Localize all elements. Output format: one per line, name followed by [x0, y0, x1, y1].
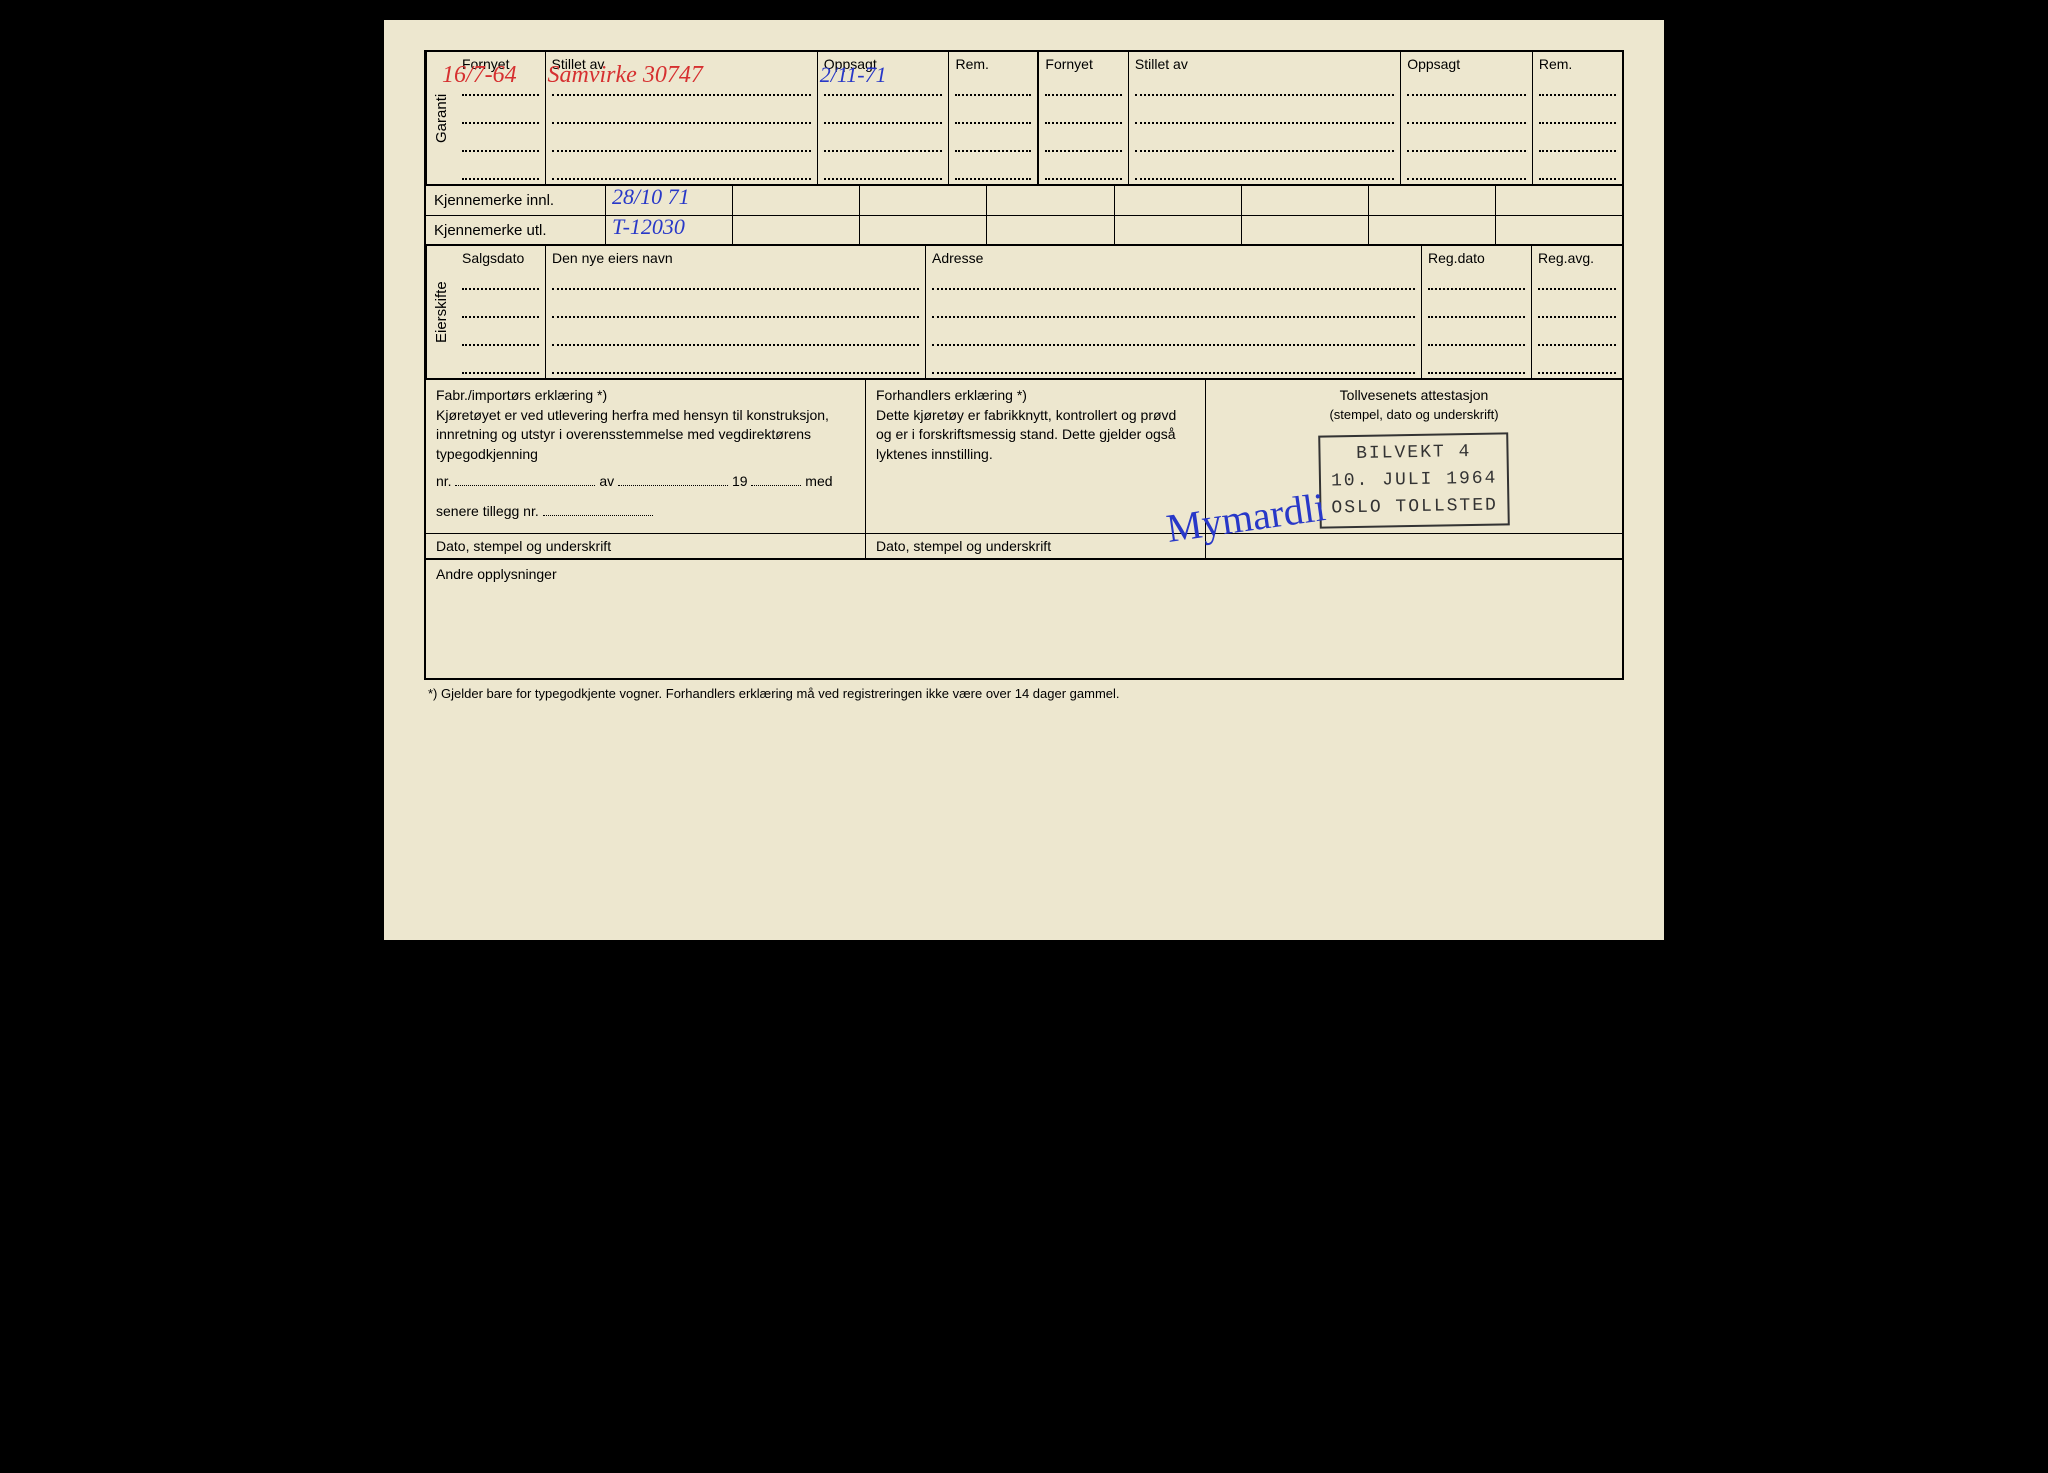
- andre-opplysninger: Andre opplysninger: [426, 560, 1622, 680]
- eier-salgsdato: Salgsdato: [456, 246, 546, 378]
- toll-sub: (stempel, dato og underskrift): [1216, 406, 1612, 424]
- kjenn-innl-label: Kjennemerke innl.: [426, 186, 606, 215]
- kjenn-utl-row: Kjennemerke utl. T-12030: [426, 216, 1622, 246]
- eier-regavg: Reg.avg.: [1532, 246, 1622, 378]
- garanti-grid: Fornyet 16/7-64 Stillet av Samvirke 3074…: [456, 52, 1622, 184]
- decl-toll: Tollvesenets attestasjon (stempel, dato …: [1206, 380, 1622, 533]
- footnote: *) Gjelder bare for typegodkjente vogner…: [424, 680, 1624, 707]
- garanti-section: Garanti Fornyet 16/7-64 Stillet av Samvi…: [426, 52, 1622, 186]
- decl-forh: Forhandlers erklæring *) Dette kjøretøy …: [866, 380, 1206, 533]
- fabr-title: Fabr./importørs erklæring *): [436, 386, 855, 406]
- hw-stillet: Samvirke 30747: [548, 62, 703, 89]
- toll-title: Tollvesenets attestasjon: [1216, 386, 1612, 406]
- hw-fornyet: 16/7-64: [442, 62, 517, 89]
- declarations-section: Fabr./importørs erklæring *) Kjøretøyet …: [426, 380, 1622, 534]
- garanti-rem-2: Rem.: [1533, 52, 1622, 184]
- decl-fabr: Fabr./importørs erklæring *) Kjøretøyet …: [426, 380, 866, 533]
- customs-stamp: BILVEKT 4 10. JULI 1964 OSLO TOLLSTED: [1318, 432, 1510, 528]
- hw-innl: 28/10 71: [612, 184, 690, 210]
- dato-stempel-1: Dato, stempel og underskrift: [426, 534, 866, 558]
- garanti-fornyet-2: Fornyet: [1039, 52, 1129, 184]
- garanti-stillet-1: Stillet av Samvirke 30747: [546, 52, 818, 184]
- garanti-stillet-2: Stillet av: [1129, 52, 1401, 184]
- garanti-fornyet-1: Fornyet 16/7-64: [456, 52, 546, 184]
- eier-navn: Den nye eiers navn: [546, 246, 926, 378]
- kjenn-innl-row: Kjennemerke innl. 28/10 71: [426, 186, 1622, 216]
- forh-body: Dette kjøretøy er fabrikknytt, kontrolle…: [876, 406, 1195, 465]
- eierskifte-label: Eierskifte: [426, 246, 456, 378]
- eier-adresse: Adresse: [926, 246, 1422, 378]
- garanti-oppsagt-1: Oppsagt 2/11-71: [818, 52, 950, 184]
- eier-regdato: Reg.dato: [1422, 246, 1532, 378]
- hw-utl: T-12030: [612, 214, 685, 240]
- decl-footer-row: Dato, stempel og underskrift Dato, stemp…: [426, 534, 1622, 560]
- document-card: Garanti Fornyet 16/7-64 Stillet av Samvi…: [384, 20, 1664, 940]
- main-frame: Garanti Fornyet 16/7-64 Stillet av Samvi…: [424, 50, 1624, 680]
- kjenn-utl-label: Kjennemerke utl.: [426, 216, 606, 244]
- eierskifte-section: Eierskifte Salgsdato Den nye eiers navn …: [426, 246, 1622, 380]
- garanti-rem-1: Rem.: [949, 52, 1039, 184]
- forh-title: Forhandlers erklæring *): [876, 386, 1195, 406]
- hw-oppsagt: 2/11-71: [820, 62, 887, 88]
- dato-stempel-2: Dato, stempel og underskrift: [866, 534, 1206, 558]
- fabr-body: Kjøretøyet er ved utlevering herfra med …: [436, 406, 855, 465]
- garanti-oppsagt-2: Oppsagt: [1401, 52, 1533, 184]
